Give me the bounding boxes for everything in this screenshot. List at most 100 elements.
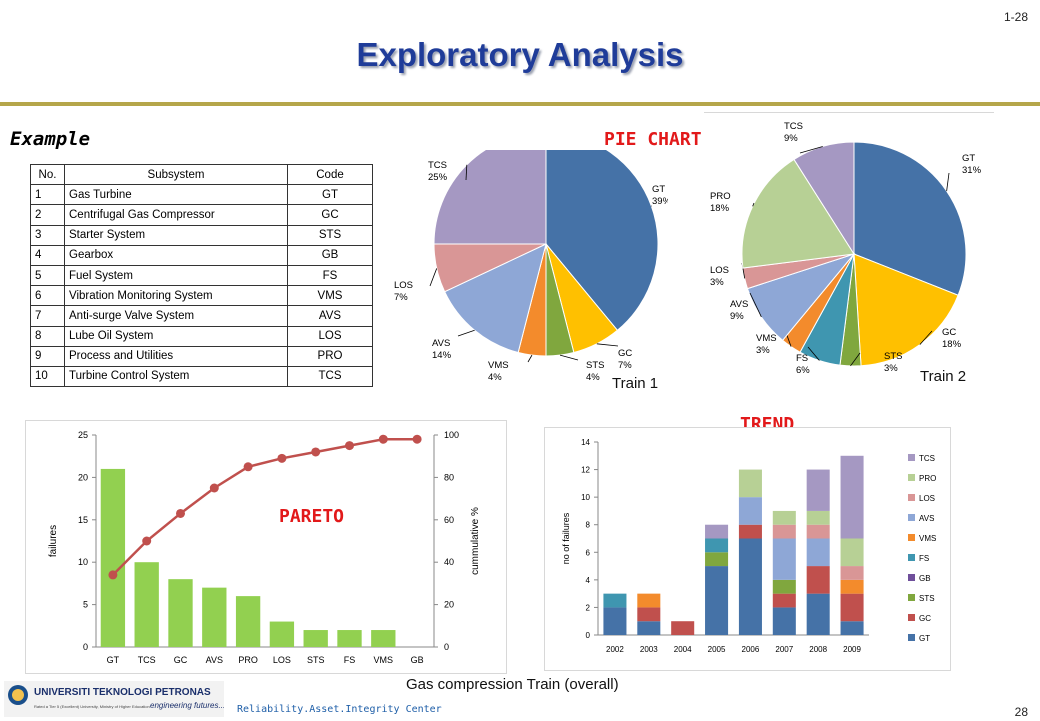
- trend-bar-sts: [773, 580, 796, 594]
- subsystem-name: Fuel System: [65, 265, 288, 285]
- pie-train2-chart: GT31%GC18%STS3%FS6%VMS3%AVS9%LOS3%PRO18%…: [704, 113, 994, 381]
- cumulative-point: [311, 447, 320, 456]
- y2-axis-title: cummulative %: [470, 507, 481, 575]
- x-tick-label: 2008: [809, 645, 827, 654]
- pie-leader-line: [458, 330, 475, 336]
- row-number: 3: [31, 225, 65, 245]
- legend-label: PRO: [919, 474, 936, 483]
- cumulative-point: [413, 435, 422, 444]
- trend-bar-pro: [807, 511, 830, 525]
- x-tick-label: GC: [174, 655, 188, 665]
- trend-bar-gt: [603, 607, 626, 635]
- pie-leader-line: [560, 355, 578, 360]
- pie-label: FS: [796, 353, 808, 364]
- cumulative-point: [142, 537, 151, 546]
- subsystem-code: TCS: [288, 366, 373, 386]
- legend-label: AVS: [919, 514, 934, 523]
- y-tick-label: 12: [581, 466, 590, 475]
- y2-tick-label: 60: [444, 515, 454, 525]
- pareto-bar: [270, 622, 294, 647]
- y2-tick-label: 40: [444, 557, 454, 567]
- subsystem-code: FS: [288, 265, 373, 285]
- trend-bar-vms: [841, 580, 864, 594]
- pie-leader-line: [947, 173, 949, 191]
- y-axis-title: failures: [48, 525, 59, 557]
- subsystem-code: GB: [288, 245, 373, 265]
- x-tick-label: AVS: [206, 655, 223, 665]
- chart-caption: Gas compression Train (overall): [406, 676, 619, 693]
- y-tick-label: 10: [581, 493, 590, 502]
- table-header-row: No. Subsystem Code: [31, 165, 373, 185]
- trend-bar-gt: [841, 621, 864, 635]
- pie-percent: 18%: [710, 203, 730, 214]
- row-number: 8: [31, 326, 65, 346]
- y-tick-label: 2: [586, 603, 591, 612]
- trend-bar-pro: [773, 511, 796, 525]
- pareto-bar: [168, 579, 192, 647]
- trend-bar-gt: [739, 539, 762, 636]
- trend-bar-gc: [671, 621, 694, 635]
- trend-bar-avs: [773, 539, 796, 580]
- cumulative-point: [108, 570, 117, 579]
- subsystem-code: GT: [288, 185, 373, 205]
- y-tick-label: 25: [78, 430, 88, 440]
- trend-bar-los: [773, 525, 796, 539]
- trend-bar-gc: [739, 525, 762, 539]
- trend-bar-pro: [841, 539, 864, 567]
- subsystem-code: PRO: [288, 346, 373, 366]
- trend-bar-tcs: [807, 470, 830, 511]
- pareto-bar: [337, 630, 361, 647]
- pie-label: GT: [652, 184, 665, 195]
- y-tick-label: 5: [83, 600, 88, 610]
- row-number: 1: [31, 185, 65, 205]
- trend-bar-tcs: [705, 525, 728, 539]
- cumulative-point: [210, 484, 219, 493]
- cumulative-point: [176, 509, 185, 518]
- pie-label: VMS: [756, 333, 777, 344]
- legend-label: STS: [919, 594, 935, 603]
- y-tick-label: 14: [581, 438, 590, 447]
- pie-label: GT: [962, 153, 975, 164]
- subsystem-name: Process and Utilities: [65, 346, 288, 366]
- pie-percent: 4%: [488, 372, 502, 383]
- pie-leader-line: [528, 355, 532, 362]
- pie-label: LOS: [710, 265, 729, 276]
- subsystem-name: Starter System: [65, 225, 288, 245]
- pareto-bar: [135, 562, 159, 647]
- trend-bar-los: [841, 566, 864, 580]
- pie-percent: 6%: [796, 365, 810, 376]
- pie-slice-tcs: [434, 150, 546, 244]
- trend-bar-pro: [739, 470, 762, 498]
- pareto-bar: [236, 596, 260, 647]
- y-tick-label: 20: [78, 472, 88, 482]
- subsystem-name: Anti-surge Valve System: [65, 306, 288, 326]
- subsystem-name: Turbine Control System: [65, 366, 288, 386]
- subsystem-code: STS: [288, 225, 373, 245]
- trend-bar-fs: [705, 539, 728, 553]
- center-name: Reliability.Asset.Integrity Center: [237, 704, 442, 715]
- page-number-bottom: 28: [1015, 705, 1028, 719]
- x-tick-label: 2005: [708, 645, 726, 654]
- legend-label: LOS: [919, 494, 935, 503]
- pie-label: TCS: [428, 160, 447, 171]
- y-tick-label: 8: [586, 521, 591, 530]
- pie-label: PRO: [710, 191, 731, 202]
- x-tick-label: STS: [307, 655, 325, 665]
- trend-bar-gt: [807, 594, 830, 635]
- trend-bar-gc: [807, 566, 830, 594]
- x-tick-label: 2007: [775, 645, 793, 654]
- title-rule: [0, 102, 1040, 106]
- subsystem-code: GC: [288, 205, 373, 225]
- subsystem-name: Gas Turbine: [65, 185, 288, 205]
- pie-label: STS: [884, 351, 902, 362]
- legend-swatch: [908, 534, 915, 541]
